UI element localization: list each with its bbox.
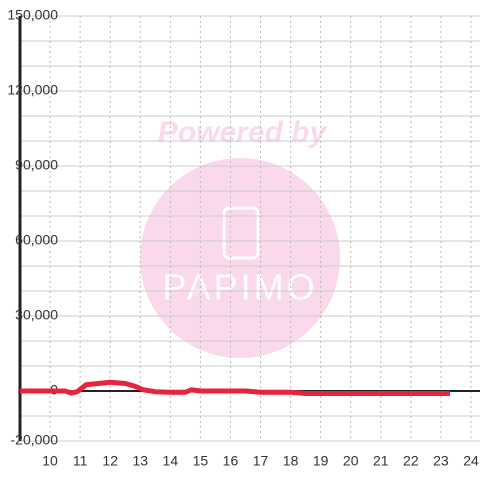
x-tick-label: 21 xyxy=(373,453,389,469)
x-tick-label: 15 xyxy=(193,453,209,469)
x-tick-label: 19 xyxy=(313,453,329,469)
x-tick-label: 12 xyxy=(102,453,118,469)
y-tick-label: 60,000 xyxy=(15,232,58,248)
x-tick-label: 20 xyxy=(343,453,359,469)
x-tick-label: 24 xyxy=(463,453,479,469)
x-tick-label: 14 xyxy=(163,453,179,469)
line xyxy=(20,379,450,396)
watermark: Powered by PAPIMO xyxy=(140,116,340,358)
y-tick-label: 30,000 xyxy=(15,307,58,323)
x-tick-label: 13 xyxy=(132,453,148,469)
x-tick-label: 22 xyxy=(403,453,419,469)
y-tick-label: 120,000 xyxy=(7,82,58,98)
y-tick-label: 90,000 xyxy=(15,157,58,173)
x-tick-label: 16 xyxy=(223,453,239,469)
y-tick-label: -20,000 xyxy=(11,432,59,448)
watermark-logo: PAPIMO xyxy=(162,267,317,308)
watermark-icon xyxy=(222,206,260,260)
x-tick-label: 11 xyxy=(73,453,88,469)
x-tick-label: 17 xyxy=(253,453,269,469)
y-tick-label: 150,000 xyxy=(7,7,58,23)
x-tick-label: 23 xyxy=(433,453,449,469)
watermark-text: Powered by xyxy=(158,116,328,149)
x-tick-label: 10 xyxy=(42,453,58,469)
x-tick-label: 18 xyxy=(283,453,299,469)
